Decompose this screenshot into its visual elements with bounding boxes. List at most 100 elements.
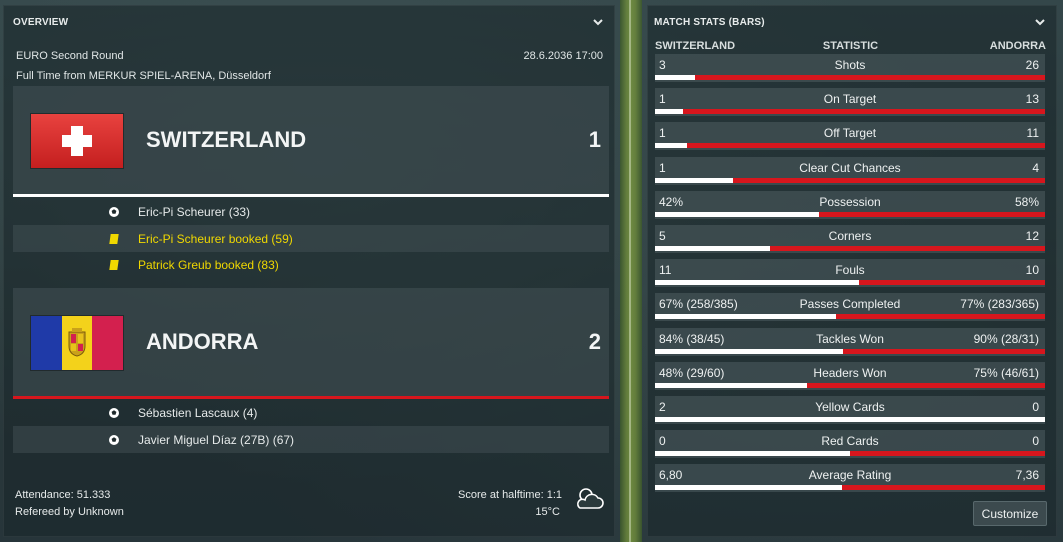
stat-home-bar — [655, 177, 733, 183]
overview-title: OVERVIEW — [13, 16, 69, 28]
stat-home-bar — [655, 382, 807, 388]
stat-away-bar — [733, 177, 1045, 183]
stat-home-value: 6,80 — [659, 468, 683, 483]
yellow-card-icon — [107, 232, 121, 246]
customize-button[interactable]: Customize — [973, 501, 1047, 526]
stat-away-bar — [836, 314, 1045, 320]
stat-name: Fouls — [835, 263, 865, 278]
goal-icon — [107, 406, 121, 420]
stat-away-bar — [842, 485, 1045, 491]
event-text: Eric-Pi Scheurer (33) — [138, 204, 251, 219]
stat-home-value: 1 — [659, 92, 666, 107]
chevron-down-icon[interactable] — [1034, 16, 1046, 28]
stat-home-value: 5 — [659, 229, 666, 243]
stat-row[interactable]: Tackles Won 84% (38/45) 90% (28/31) — [655, 327, 1045, 356]
event-text: Eric-Pi Scheurer booked (59) — [138, 231, 293, 246]
stat-name: Possession — [819, 194, 881, 209]
event-text: Sébastien Lascaux (4) — [138, 405, 258, 420]
stats-column-headers: SWITZERLAND STATISTIC ANDORRA — [655, 40, 1046, 56]
stat-away-bar — [850, 451, 1045, 457]
cloudy-icon — [576, 488, 604, 509]
stat-away-bar — [687, 143, 1045, 149]
event-row[interactable]: Eric-Pi Scheurer (33) — [13, 198, 609, 225]
chevron-down-icon[interactable] — [592, 16, 604, 28]
temperature-label: 15°C — [535, 506, 560, 518]
stat-away-value: 0 — [1032, 434, 1039, 449]
stat-row[interactable]: Headers Won 48% (29/60) 75% (46/61) — [655, 361, 1045, 390]
stat-away-value: 12 — [1025, 229, 1039, 243]
stat-name: Off Target — [823, 126, 877, 141]
stat-row[interactable]: Shots 3 26 — [655, 54, 1045, 82]
switzerland-flag-icon — [31, 114, 123, 168]
stat-home-bar — [655, 109, 683, 115]
stat-home-bar — [655, 348, 843, 354]
home-team-block[interactable]: SWITZERLAND 1 — [13, 86, 609, 194]
stat-home-bar — [655, 280, 859, 286]
col-away-label: ANDORRA — [989, 40, 1046, 52]
event-row[interactable]: Patrick Greub booked (83) — [13, 251, 609, 278]
stat-name: Average Rating — [808, 468, 892, 483]
stat-name: Tackles Won — [816, 331, 884, 346]
home-team-score: 1 — [588, 127, 601, 152]
stat-away-value: 58% — [1014, 194, 1039, 209]
attendance-label: Attendance: 51.333 — [15, 489, 111, 501]
stat-home-bar — [655, 417, 1045, 422]
yellow-card-icon — [107, 258, 121, 272]
halftime-score: Score at halftime: 1:1 — [458, 489, 562, 501]
away-team-score: 2 — [588, 329, 601, 354]
goal-icon — [107, 205, 121, 219]
stat-away-value: 77% (283/365) — [960, 297, 1039, 312]
stat-row[interactable]: Corners 5 12 — [655, 225, 1045, 253]
stat-name: Shots — [834, 58, 866, 72]
stat-name: On Target — [823, 92, 877, 107]
stat-row[interactable]: Fouls 11 10 — [655, 259, 1045, 288]
stat-home-value: 42% — [659, 194, 684, 209]
stat-name: Clear Cut Chances — [799, 160, 901, 175]
stat-home-value: 84% (38/45) — [659, 331, 725, 346]
stat-home-value: 2 — [659, 400, 666, 414]
event-row[interactable]: Sébastien Lascaux (4) — [13, 399, 609, 426]
stat-away-bar — [695, 75, 1045, 80]
stat-home-bar — [655, 75, 695, 80]
stat-row[interactable]: Average Rating 6,80 7,36 — [655, 464, 1045, 493]
stat-home-bar — [655, 211, 819, 217]
stat-home-bar — [655, 485, 842, 491]
overview-header[interactable]: OVERVIEW — [4, 6, 614, 38]
away-team-name: ANDORRA — [146, 329, 259, 354]
col-stat-label: STATISTIC — [822, 40, 879, 52]
stat-home-bar — [655, 246, 770, 251]
goal-icon — [107, 433, 121, 447]
stat-row[interactable]: Possession 42% 58% — [655, 190, 1045, 219]
stat-name: Headers Won — [813, 365, 887, 380]
stat-home-value: 67% (258/385) — [659, 297, 738, 312]
match-datetime: 28.6.2036 17:00 — [523, 50, 603, 62]
stat-row[interactable]: On Target 1 13 — [655, 88, 1045, 117]
away-team-bar — [13, 396, 609, 399]
event-row[interactable]: Javier Miguel Díaz (27B) (67) — [13, 426, 609, 453]
referee-label: Refereed by Unknown — [15, 506, 124, 518]
pitch-line — [629, 0, 631, 542]
stat-row[interactable]: Off Target 1 11 — [655, 122, 1045, 151]
stat-away-value: 13 — [1025, 92, 1039, 107]
stat-away-bar — [770, 246, 1045, 251]
stat-away-value: 75% (46/61) — [973, 365, 1039, 380]
competition-label: EURO Second Round — [16, 50, 124, 62]
venue-line: Full Time from MERKUR SPIEL-ARENA, Düsse… — [16, 70, 271, 82]
stat-row[interactable]: Passes Completed 67% (258/385) 77% (283/36… — [655, 293, 1045, 322]
match-stats-header[interactable]: MATCH STATS (BARS) — [648, 6, 1056, 38]
stat-row[interactable]: Red Cards 0 0 — [655, 430, 1045, 459]
stat-home-value: 11 — [659, 263, 672, 278]
home-team-bar — [13, 194, 609, 197]
stat-home-value: 3 — [659, 58, 666, 72]
stat-home-bar — [655, 314, 836, 320]
stat-row[interactable]: Yellow Cards 2 0 — [655, 396, 1045, 424]
event-row[interactable]: Eric-Pi Scheurer booked (59) — [13, 225, 609, 252]
stat-name: Red Cards — [821, 434, 879, 449]
stat-away-value: 4 — [1032, 160, 1039, 175]
stat-name: Passes Completed — [799, 297, 901, 312]
match-stats-panel: MATCH STATS (BARS) SWITZERLAND STATISTIC… — [647, 5, 1057, 537]
overview-panel: OVERVIEW EURO Second Round 28.6.2036 17:… — [3, 5, 615, 537]
stat-away-value: 90% (28/31) — [973, 331, 1039, 346]
away-team-block[interactable]: ANDORRA 2 — [13, 288, 609, 396]
stat-row[interactable]: Clear Cut Chances 1 4 — [655, 156, 1045, 185]
